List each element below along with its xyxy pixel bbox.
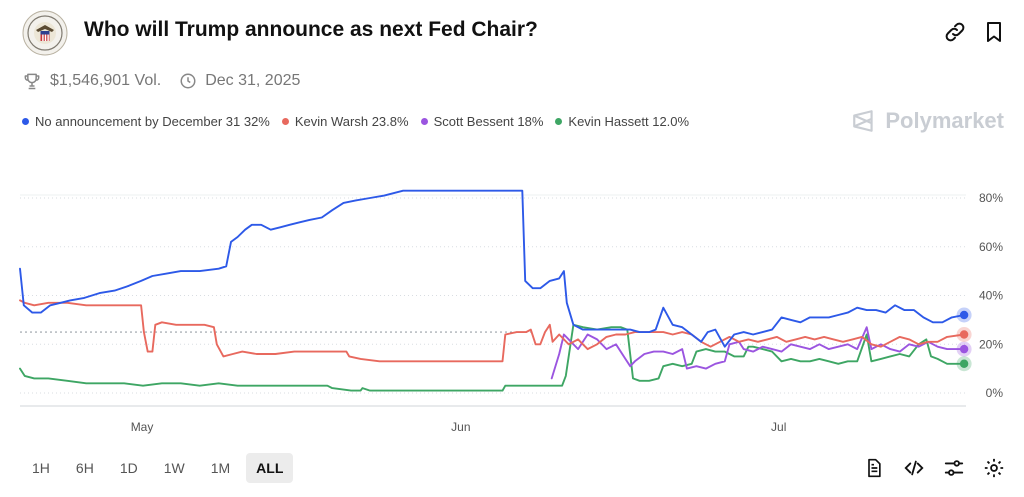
time-range-selector: 1H 6H 1D 1W 1M ALL [22, 453, 299, 483]
y-tick-label: 20% [979, 337, 1003, 351]
polymarket-watermark: Polymarket [851, 108, 1004, 134]
legend-dot [555, 118, 563, 125]
page-title: Who will Trump announce as next Fed Chai… [84, 18, 538, 41]
legend-label: No announcement by December 31 32% [35, 114, 270, 129]
range-1h-button[interactable]: 1H [32, 460, 50, 476]
x-axis-labels: May Jun Jul [131, 420, 787, 434]
legend-item: Scott Bessent 18% [420, 114, 544, 129]
x-tick-label: May [131, 420, 154, 434]
series-end-dot [959, 330, 969, 339]
chart-end-markers [956, 307, 972, 372]
chart-grid [20, 194, 966, 407]
embed-code-icon[interactable] [902, 456, 926, 480]
range-1m-button[interactable]: 1M [210, 460, 231, 476]
series-end-dot [959, 344, 969, 354]
legend-item: Kevin Hassett 12.0% [555, 114, 689, 129]
fed-seal-logo [22, 10, 68, 56]
market-meta: $1,546,901 Vol. Dec 31, 2025 [22, 70, 300, 92]
series-line [19, 323, 966, 392]
legend-dot [420, 118, 428, 125]
y-axis-labels: 80% 60% 40% 20% 0% [979, 191, 1003, 400]
end-date-text: Dec 31, 2025 [205, 72, 301, 89]
bookmark-icon[interactable] [982, 20, 1006, 44]
series-line [19, 189, 966, 348]
link-icon[interactable] [943, 20, 967, 44]
legend-item: No announcement by December 31 32% [22, 114, 270, 129]
clock-icon [180, 73, 196, 89]
legend-label: Kevin Warsh 23.8% [294, 114, 409, 129]
legend-dot [281, 118, 289, 125]
chart-tools [846, 456, 1006, 480]
sliders-icon[interactable] [942, 456, 966, 480]
chart-series [19, 189, 966, 392]
legend-item: Kevin Warsh 23.8% [281, 114, 409, 129]
range-1w-button[interactable]: 1W [163, 460, 185, 476]
legend-label: Kevin Hassett 12.0% [568, 114, 690, 129]
series-end-dot [959, 310, 969, 320]
chart-legend: No announcement by December 31 32% Kevin… [22, 114, 701, 129]
legend-label: Scott Bessent 18% [433, 114, 544, 129]
range-all-button[interactable]: ALL [246, 453, 294, 483]
polymarket-logo-icon [853, 110, 874, 132]
x-tick-label: Jul [771, 420, 786, 434]
x-tick-label: Jun [451, 420, 470, 434]
settings-gear-icon[interactable] [982, 456, 1006, 480]
range-1d-button[interactable]: 1D [119, 460, 138, 476]
document-icon[interactable] [862, 456, 886, 480]
y-tick-label: 40% [979, 289, 1003, 303]
y-tick-label: 60% [979, 240, 1003, 254]
legend-dot [22, 118, 29, 125]
volume-text: $1,546,901 Vol. [50, 72, 162, 89]
range-6h-button[interactable]: 6H [75, 460, 94, 476]
y-tick-label: 80% [979, 191, 1003, 205]
y-tick-label: 0% [986, 386, 1004, 400]
brand-name: Polymarket [885, 108, 1004, 133]
trophy-icon [24, 73, 40, 90]
series-end-dot [959, 359, 969, 368]
series-line [19, 299, 966, 363]
